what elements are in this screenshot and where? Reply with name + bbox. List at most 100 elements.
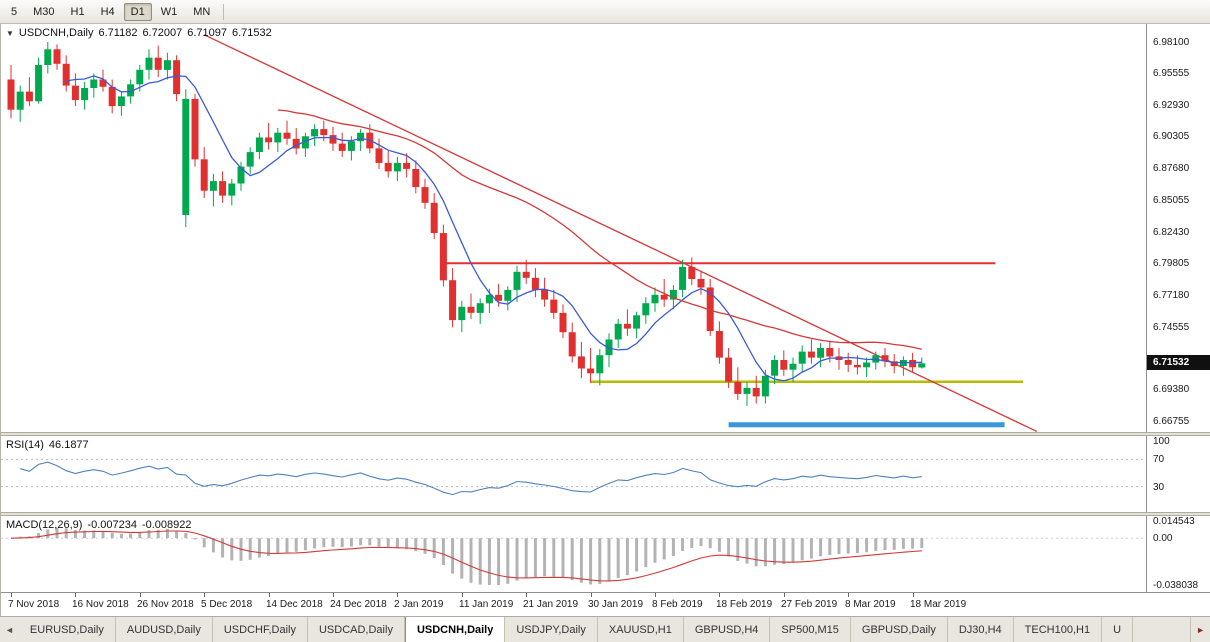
ohlc-close: 6.71532 (231, 27, 272, 39)
chart-title: ▼ USDCNH,Daily 6.71182 6.72007 6.71097 6… (6, 27, 272, 39)
time-axis[interactable]: 7 Nov 2018 16 Nov 2018 26 Nov 2018 5 Dec 20… (1, 592, 1210, 616)
date-label: 16 Nov 2018 (72, 599, 129, 610)
collapse-chart-icon[interactable]: ▼ (6, 28, 14, 38)
macd-value: -0.007234 (87, 519, 137, 531)
timeframe-button-h4[interactable]: H4 (100, 5, 115, 18)
date-label: 24 Dec 2018 (330, 599, 387, 610)
price-axis[interactable]: 6.98100 6.95555 6.92930 6.90305 6.87680 6.850… (1146, 24, 1210, 432)
rsi-chart[interactable] (1, 436, 1146, 512)
chart-tab-dj30-h4[interactable]: DJ30,H4 (948, 617, 1014, 642)
macd-axis-label: -0.038038 (1153, 580, 1199, 591)
date-label: 18 Mar 2019 (910, 599, 967, 610)
timeframe-button-h1[interactable]: H1 (70, 5, 85, 18)
time-axis-tick (784, 593, 785, 597)
current-price-badge: 6.71532 (1147, 355, 1210, 370)
price-axis-label: 6.82430 (1153, 227, 1190, 238)
time-axis-tick (848, 593, 849, 597)
time-axis-tick (655, 593, 656, 597)
tabs-scroll-left-icon[interactable]: ◄ (5, 624, 14, 635)
macd-chart[interactable] (1, 516, 1146, 592)
time-axis-tick (397, 593, 398, 597)
chart-tab-usdcnh-daily[interactable]: USDCNH,Daily (404, 617, 506, 642)
chart-tab-sp500-m15[interactable]: SP500,M15 (770, 617, 851, 642)
panel-splitter[interactable] (1, 512, 1210, 516)
ma-slow-line (277, 109, 922, 350)
date-label: 26 Nov 2018 (137, 599, 194, 610)
chart-tab-usdjpy-daily[interactable]: USDJPY,Daily (505, 617, 598, 642)
price-axis-label: 6.85055 (1153, 195, 1190, 206)
price-axis-label: 6.98100 (1153, 37, 1190, 48)
rsi-axis-label: 30 (1153, 482, 1165, 493)
date-label: 8 Feb 2019 (652, 599, 703, 610)
price-axis-label: 6.95555 (1153, 68, 1190, 79)
macd-signal-value: -0.008922 (141, 519, 192, 531)
time-axis-tick (204, 593, 205, 597)
chart-tabs-bar: ◄ ► EURUSD,Daily AUDUSD,Daily USDCHF,Daily… (0, 616, 1210, 642)
chart-tab-xauusd-h1[interactable]: XAUUSD,H1 (598, 617, 684, 642)
chart-tab-usdchf-daily[interactable]: USDCHF,Daily (213, 617, 308, 642)
chart-tab-gbpusd-daily[interactable]: GBPUSD,Daily (851, 617, 948, 642)
price-axis-label: 6.77180 (1153, 290, 1190, 301)
rsi-axis-label: 100 (1153, 436, 1170, 447)
date-label: 18 Feb 2019 (716, 599, 773, 610)
rsi-value: 46.1877 (48, 439, 89, 451)
rsi-axis[interactable]: 100 70 30 (1146, 436, 1210, 512)
chart-tab-eurusd-daily[interactable]: EURUSD,Daily (19, 617, 116, 642)
price-axis-label: 6.92930 (1153, 100, 1190, 111)
date-label: 2 Jan 2019 (394, 599, 444, 610)
date-label: 11 Jan 2019 (459, 599, 514, 610)
time-axis-tick (462, 593, 463, 597)
time-axis-tick (333, 593, 334, 597)
price-axis-label: 6.66755 (1153, 416, 1190, 427)
date-label: 21 Jan 2019 (523, 599, 579, 610)
candlestick-chart[interactable] (1, 24, 1146, 432)
descending-trendline[interactable] (203, 34, 1038, 432)
rsi-axis-label: 70 (1153, 454, 1165, 465)
timeframe-button-mn[interactable]: MN (193, 5, 211, 18)
time-axis-tick (591, 593, 592, 597)
date-label: 30 Jan 2019 (588, 599, 644, 610)
chart-symbol-label: USDCNH,Daily (18, 27, 94, 39)
macd-axis-label: 0.014543 (1153, 516, 1195, 527)
timeframe-button-m30[interactable]: M30 (33, 5, 55, 18)
time-axis-tick (269, 593, 270, 597)
macd-axis-label: 0.00 (1153, 533, 1173, 544)
rsi-indicator-panel: RSI(14) 46.1877 100 70 30 (1, 436, 1210, 512)
candles-group (7, 42, 926, 406)
time-axis-tick (11, 593, 12, 597)
date-label: 8 Mar 2019 (845, 599, 896, 610)
ma-fast-line (66, 75, 922, 382)
time-axis-tick (719, 593, 720, 597)
timeframe-toolbar: 5 M30 H1 H4 D1 W1 MN (0, 0, 1210, 24)
chart-tab-audusd-daily[interactable]: AUDUSD,Daily (116, 617, 213, 642)
date-label: 27 Feb 2019 (781, 599, 838, 610)
date-label: 14 Dec 2018 (266, 599, 323, 610)
ohlc-high: 6.72007 (142, 27, 183, 39)
time-axis-tick (526, 593, 527, 597)
tabs-scroll-right-icon[interactable]: ► (1190, 617, 1210, 642)
chart-tab-u[interactable]: U (1102, 617, 1134, 642)
timeframe-button-d1[interactable]: D1 (123, 2, 152, 21)
macd-axis[interactable]: 0.014543 0.00 -0.038038 (1146, 516, 1210, 592)
chart-tab-gbpusd-h4[interactable]: GBPUSD,H4 (684, 617, 771, 642)
timeframe-button-5[interactable]: 5 (11, 5, 18, 18)
macd-histogram (18, 527, 924, 586)
time-axis-tick (75, 593, 76, 597)
macd-indicator-panel: MACD(12,26,9) -0.007234 -0.008922 0.0145… (1, 516, 1210, 592)
date-label: 7 Nov 2018 (8, 599, 60, 610)
chart-tab-tech100-h1[interactable]: TECH100,H1 (1014, 617, 1103, 642)
toolbar-separator (223, 3, 225, 20)
rsi-line (20, 461, 922, 496)
date-label: 5 Dec 2018 (201, 599, 253, 610)
price-axis-label: 6.90305 (1153, 131, 1190, 142)
chart-tab-usdcad-daily[interactable]: USDCAD,Daily (308, 617, 405, 642)
ohlc-open: 6.71182 (98, 27, 138, 39)
time-axis-tick (140, 593, 141, 597)
price-chart-panel: ▼ USDCNH,Daily 6.71182 6.72007 6.71097 6… (1, 24, 1210, 432)
timeframe-button-w1[interactable]: W1 (160, 5, 178, 18)
chart-area: ▼ USDCNH,Daily 6.71182 6.72007 6.71097 6… (0, 24, 1210, 616)
macd-signal-line (10, 530, 922, 582)
rsi-label: RSI(14) 46.1877 (6, 439, 89, 451)
panel-splitter[interactable] (1, 432, 1210, 436)
